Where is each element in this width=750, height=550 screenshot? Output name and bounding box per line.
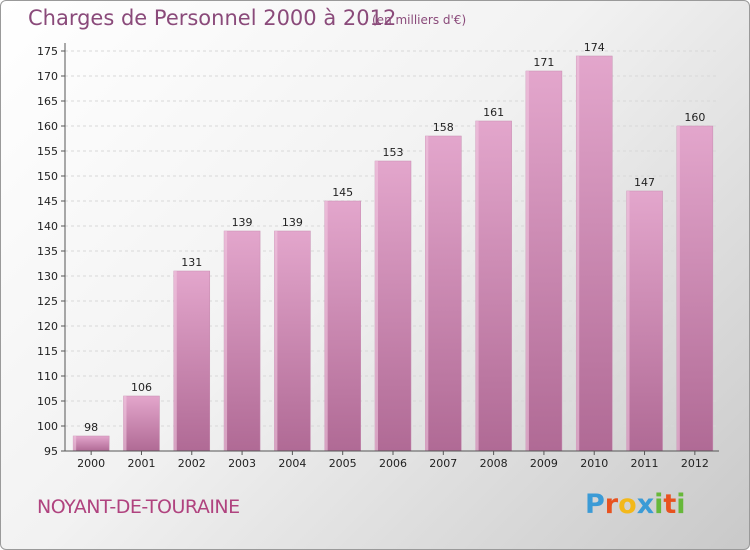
data-label: 147	[634, 176, 655, 189]
y-tick-label: 110	[37, 370, 58, 383]
y-tick-label: 145	[37, 195, 58, 208]
data-label: 98	[84, 421, 98, 434]
y-tick-label: 175	[37, 45, 58, 58]
chart-subtitle: (en milliers d'€)	[372, 13, 467, 27]
bar-highlight	[173, 271, 177, 451]
data-label: 139	[232, 216, 253, 229]
y-tick-label: 130	[37, 270, 58, 283]
x-tick-label: 2000	[77, 457, 105, 470]
y-tick-label: 95	[44, 445, 58, 458]
y-tick-label: 140	[37, 220, 58, 233]
bar-highlight	[525, 71, 529, 451]
bar-2004	[274, 230, 311, 452]
bar-2003	[223, 230, 261, 452]
y-tick-label: 160	[37, 120, 58, 133]
logo-letter: i	[654, 489, 664, 520]
logo-letter: t	[663, 489, 677, 520]
logo-letter: i	[676, 489, 686, 520]
x-tick-label: 2009	[530, 457, 558, 470]
logo-letter: x	[636, 489, 655, 520]
proxiti-logo: Proxiti	[585, 489, 686, 520]
x-tick-label: 2002	[178, 457, 206, 470]
x-tick-label: 2008	[480, 457, 508, 470]
logo-letter: o	[618, 489, 637, 520]
bar-highlight	[73, 436, 77, 451]
y-tick-label: 125	[37, 295, 58, 308]
bars	[72, 55, 714, 452]
logo-letter: r	[604, 489, 619, 520]
labels: 95 100 105 110 115 120 125 130 135 140 145 150 155 16…	[37, 41, 709, 470]
bar-highlight	[475, 121, 479, 451]
bar-highlight	[324, 201, 328, 451]
x-tick-label: 2011	[631, 457, 659, 470]
y-tick-label: 120	[37, 320, 58, 333]
data-label: 145	[332, 186, 353, 199]
bar-highlight	[224, 231, 228, 451]
bar-highlight	[676, 126, 680, 451]
bar-highlight	[576, 56, 580, 451]
bar-2006	[374, 160, 412, 452]
bar-highlight	[626, 191, 630, 451]
bar-2000	[72, 435, 110, 452]
commune-name: NOYANT-DE-TOURAINE	[37, 496, 240, 518]
bar-2011	[626, 190, 663, 452]
bar-highlight	[425, 136, 429, 451]
x-tick-label: 2001	[127, 457, 155, 470]
data-label: 161	[483, 106, 504, 119]
y-tick-label: 100	[37, 420, 58, 433]
data-label: 174	[584, 41, 605, 54]
x-tick-label: 2005	[329, 457, 357, 470]
bar-2008	[475, 120, 512, 452]
x-tick-label: 2007	[429, 457, 457, 470]
x-tick-label: 2006	[379, 457, 407, 470]
bar-highlight	[274, 231, 278, 451]
y-tick-label: 155	[37, 145, 58, 158]
bar-highlight	[123, 396, 127, 451]
bar-2012	[676, 125, 714, 452]
x-tick-label: 2012	[681, 457, 709, 470]
data-label: 106	[131, 381, 152, 394]
y-tick-label: 150	[37, 170, 58, 183]
bar-2009	[525, 70, 563, 452]
bar-2001	[123, 395, 160, 452]
y-tick-label: 165	[37, 95, 58, 108]
data-label: 131	[181, 256, 202, 269]
x-tick-label: 2003	[228, 457, 256, 470]
y-tick-label: 115	[37, 345, 58, 358]
data-label: 171	[533, 56, 554, 69]
bar-2002	[173, 270, 211, 452]
bar-2007	[425, 135, 462, 452]
y-tick-label: 170	[37, 70, 58, 83]
data-label: 153	[383, 146, 404, 159]
x-tick-label: 2004	[278, 457, 306, 470]
chart-title: Charges de Personnel 2000 à 2012	[28, 6, 397, 30]
logo-letter: P	[585, 489, 605, 520]
y-tick-label: 105	[37, 395, 58, 408]
data-label: 139	[282, 216, 303, 229]
x-tick-label: 2010	[580, 457, 608, 470]
data-label: 160	[684, 111, 705, 124]
bar-highlight	[375, 161, 378, 451]
bar-2005	[324, 200, 361, 452]
data-label: 158	[433, 121, 454, 134]
axes	[61, 43, 719, 455]
bar-2010	[575, 55, 613, 452]
y-tick-label: 135	[37, 245, 58, 258]
